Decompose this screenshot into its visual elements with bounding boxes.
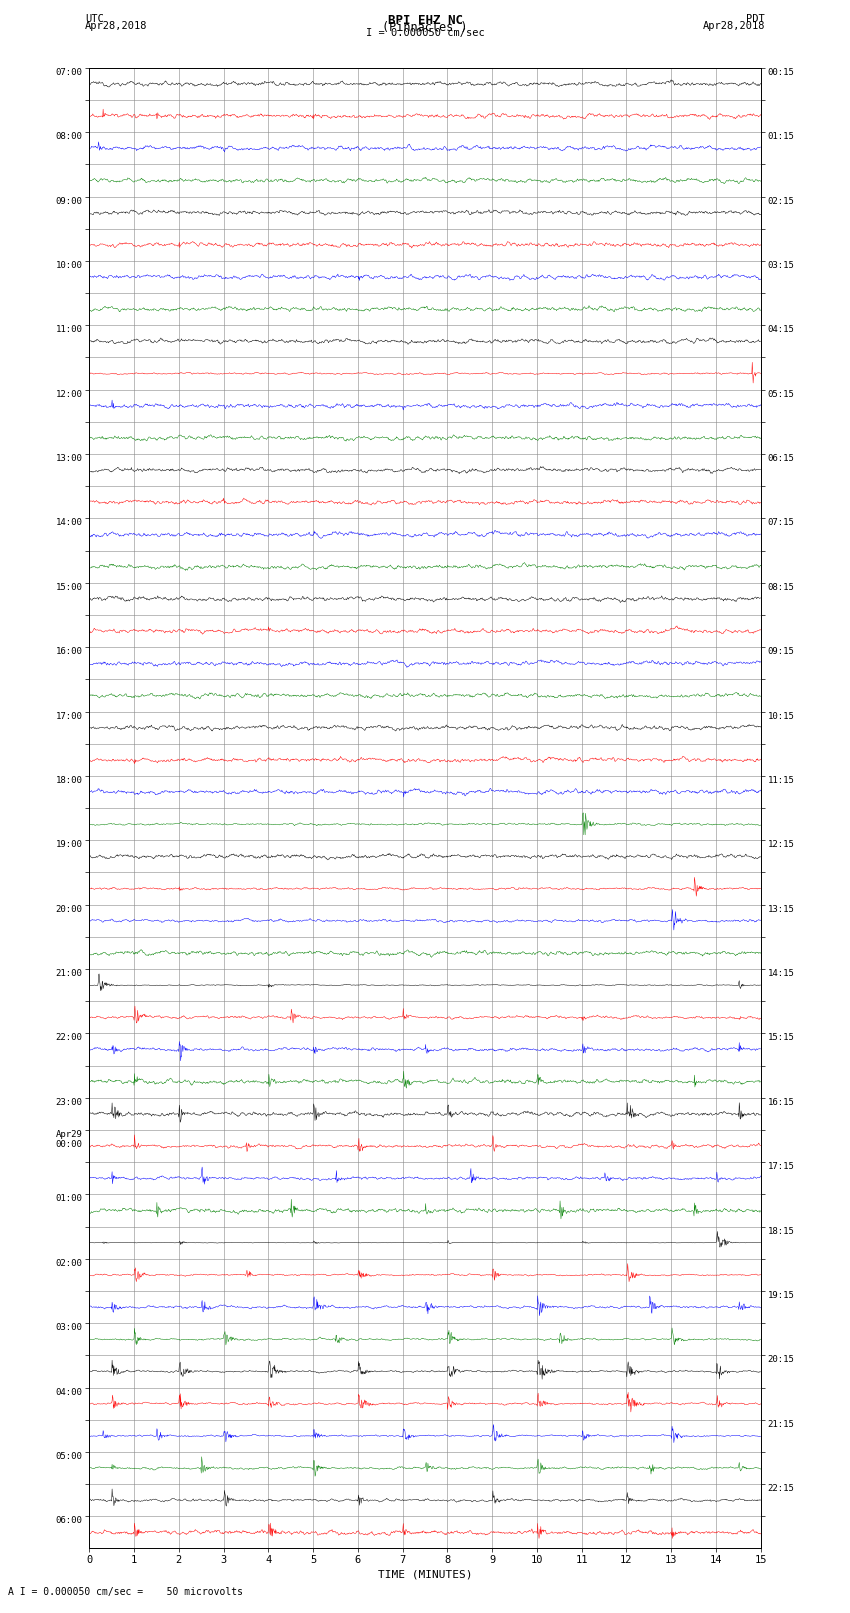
Text: Apr28,2018: Apr28,2018 bbox=[85, 21, 148, 31]
Text: UTC: UTC bbox=[85, 13, 104, 24]
Text: A I = 0.000050 cm/sec =    50 microvolts: A I = 0.000050 cm/sec = 50 microvolts bbox=[8, 1587, 243, 1597]
Text: PDT: PDT bbox=[746, 13, 765, 24]
Text: (Pinnacles ): (Pinnacles ) bbox=[382, 21, 468, 34]
Text: Apr28,2018: Apr28,2018 bbox=[702, 21, 765, 31]
Text: BPI EHZ NC: BPI EHZ NC bbox=[388, 13, 462, 27]
X-axis label: TIME (MINUTES): TIME (MINUTES) bbox=[377, 1569, 473, 1579]
Text: I = 0.000050 cm/sec: I = 0.000050 cm/sec bbox=[366, 29, 484, 39]
